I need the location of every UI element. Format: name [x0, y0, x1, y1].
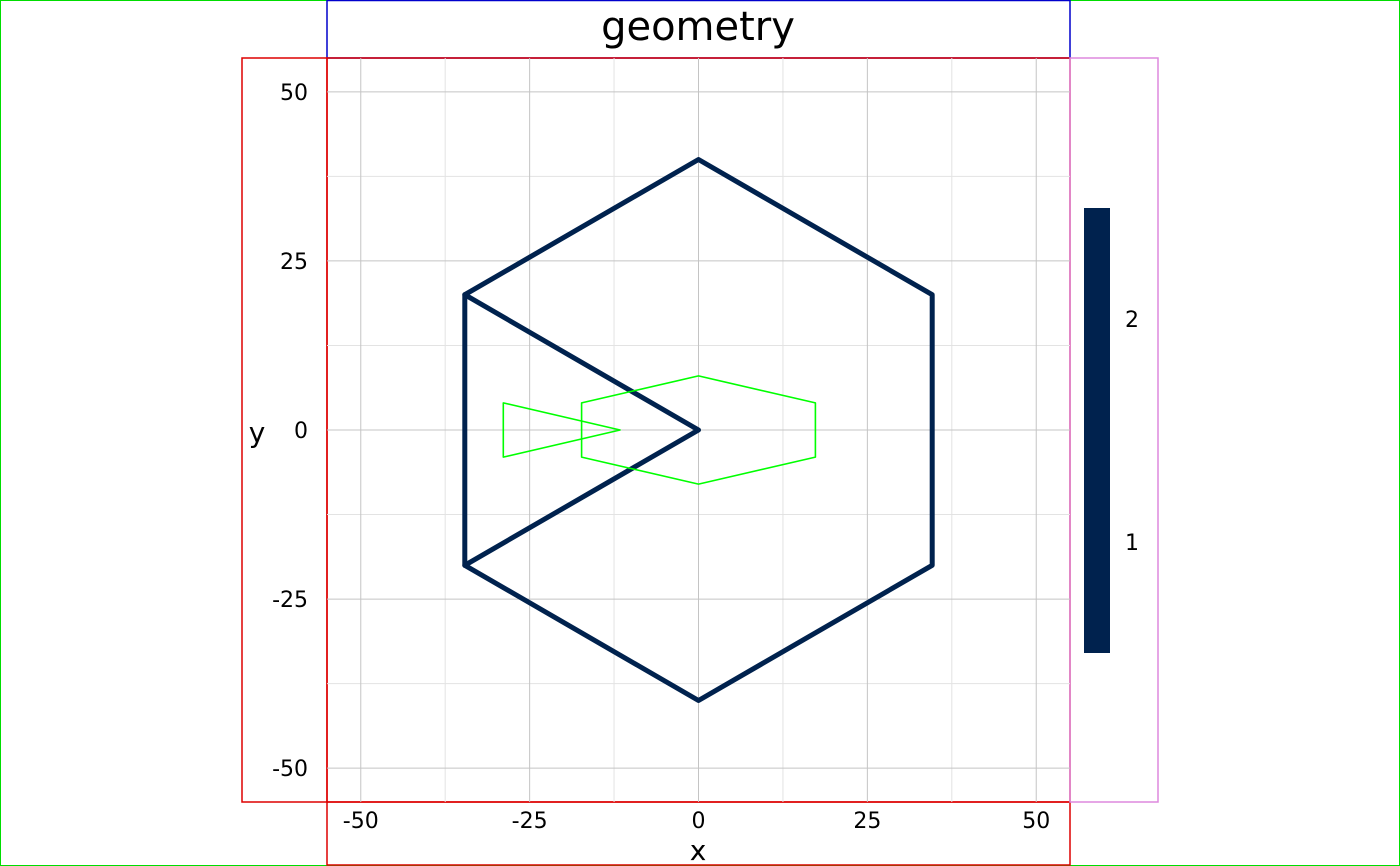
x-tick-label: -50	[343, 809, 379, 834]
x-tick-label: 0	[692, 809, 706, 834]
series-1-polyline	[462, 157, 935, 703]
grid-lines	[327, 58, 1070, 802]
y-tick-label: -50	[272, 757, 308, 782]
series-4-polygon	[502, 402, 621, 458]
x-tick-label: 50	[1022, 809, 1050, 834]
x-axis-label: x	[690, 834, 707, 866]
y-tick-label: 0	[294, 419, 308, 444]
legend-frame	[1069, 57, 1159, 803]
y-tick-label: -25	[272, 588, 308, 613]
y-axis-label: y	[249, 416, 266, 449]
x-tick-label: -25	[512, 809, 548, 834]
colorbar-tick-label: 2	[1125, 308, 1139, 333]
colorbar-tick-label: 1	[1125, 531, 1139, 556]
tick-labels: -50 -25 0 25 50 -50 -25 0 25 50	[272, 81, 1050, 834]
y-tick-label: 50	[280, 81, 308, 106]
chart-title: geometry	[601, 4, 795, 50]
chart-series	[462, 157, 935, 703]
x-tick-label: 25	[853, 809, 881, 834]
colorbar-bar	[1084, 208, 1110, 653]
colorbar-legend: 21	[1084, 208, 1139, 653]
series-3-polygon	[580, 375, 817, 485]
y-tick-label: 25	[280, 250, 308, 275]
